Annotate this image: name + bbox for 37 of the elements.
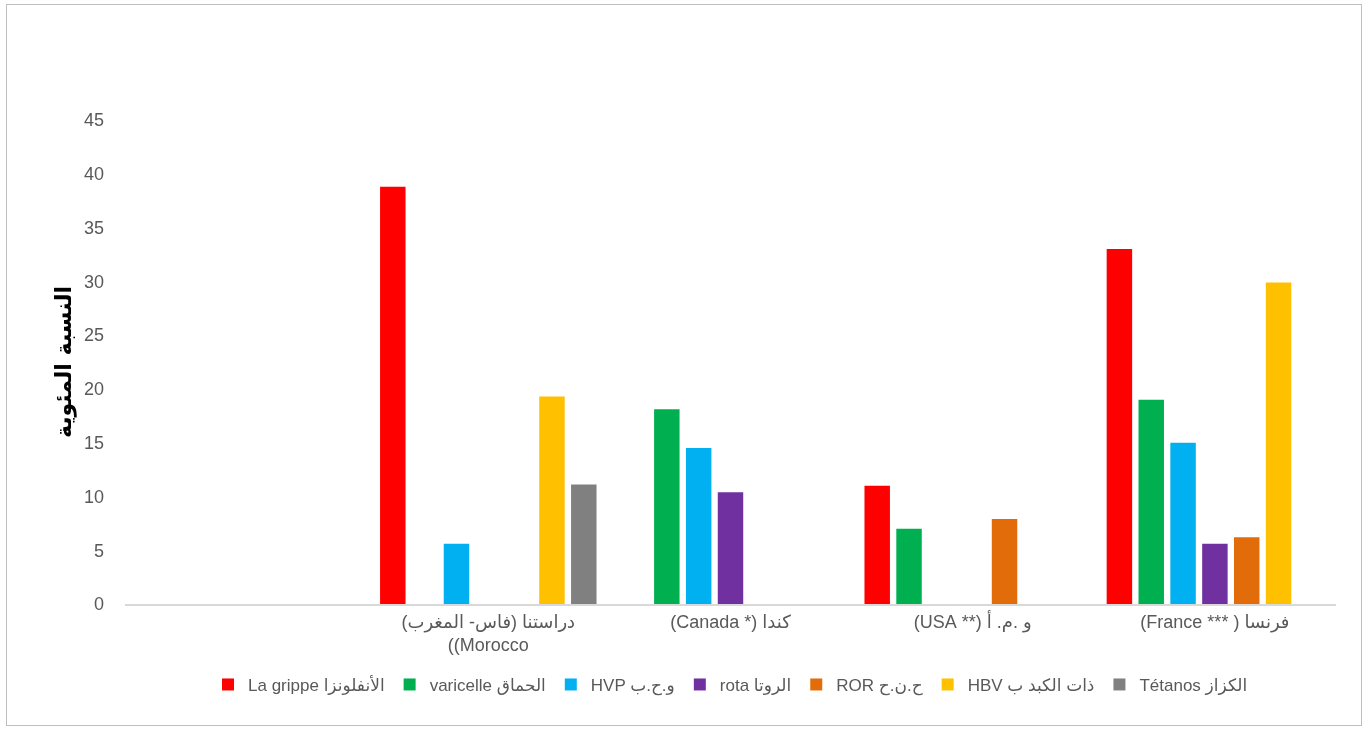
bar [1202,543,1228,604]
bar [1234,537,1260,604]
bar [1106,249,1133,604]
legend-label: ROR ح.ن.ح [836,676,923,697]
y-axis-title: النسبة المئوية [50,285,77,439]
bar [443,543,470,604]
legend-label: La grippe الأنفلونزا [248,675,385,696]
y-tick-label: 20 [83,379,104,400]
bar [1265,282,1292,604]
y-tick-label: 0 [93,594,104,615]
y-tick-label: 30 [83,271,104,292]
x-tick-label: و .م. أ (** USA) [913,609,1032,633]
legend-label: varicelle الحماق [429,676,546,696]
bar [991,519,1018,604]
legend-label: HVP و.ح.ب [590,676,675,697]
y-tick-label: 25 [83,325,104,346]
bar [380,186,406,604]
y-tick-label: 40 [83,164,104,185]
y-tick-label: 10 [83,486,104,507]
bar [539,396,565,604]
bar [896,528,922,604]
x-tick-label: فرنسا ( *** France) [1140,611,1290,633]
y-tick-label: 15 [83,432,104,453]
y-tick-label: 35 [83,217,104,238]
x-tick-label: كندا (* Canada) [670,611,792,632]
y-tick-label: 5 [93,540,104,561]
bar [864,485,890,604]
legend-label: Tétanos الكزاز [1139,676,1248,696]
y-tick-label: 45 [83,110,104,131]
bar [1138,399,1164,604]
bar [717,492,744,604]
bar [1170,442,1196,604]
legend-label: HBV ذات الكبد ب [967,676,1095,696]
bar [654,409,680,604]
bar [571,484,597,604]
legend-label: rota الروتا [719,676,792,696]
bar [685,448,712,604]
